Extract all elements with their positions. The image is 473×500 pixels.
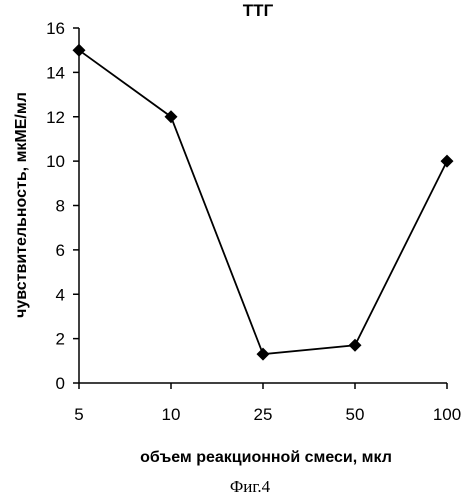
x-tick-label: 100 [433, 405, 461, 424]
y-tick-label: 12 [46, 108, 65, 127]
x-ticks: 5 10 25 50 100 [74, 383, 461, 424]
y-tick-label: 2 [56, 330, 65, 349]
x-axis-title: объем реакционной смеси, мкл [140, 449, 392, 466]
y-tick-label: 14 [46, 63, 65, 82]
data-point-marker [257, 348, 270, 361]
y-tick-label: 8 [56, 197, 65, 216]
x-tick-label: 50 [346, 405, 365, 424]
data-point-marker [349, 339, 362, 352]
series [73, 44, 454, 361]
x-tick-label: 25 [254, 405, 273, 424]
y-tick-label: 16 [46, 19, 65, 38]
y-axis-title: чувствительность, мкМЕ/мл [13, 92, 30, 318]
y-tick-label: 4 [56, 285, 65, 304]
y-tick-label: 10 [46, 152, 65, 171]
x-tick-label: 10 [162, 405, 181, 424]
y-tick-label: 6 [56, 241, 65, 260]
series-line [79, 50, 447, 354]
data-point-marker [165, 110, 178, 123]
figure-caption: Фиг.4 [230, 477, 271, 496]
data-point-marker [441, 155, 454, 168]
chart-title: ТТГ [243, 1, 274, 20]
y-tick-label: 0 [56, 374, 65, 393]
data-point-marker [73, 44, 86, 57]
x-tick-label: 5 [74, 405, 83, 424]
y-ticks: 0 2 4 6 8 10 12 14 16 [46, 19, 79, 393]
